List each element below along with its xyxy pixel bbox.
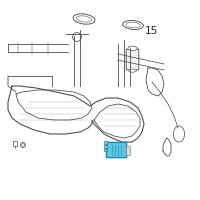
Bar: [126, 146, 130, 155]
Ellipse shape: [73, 14, 95, 24]
Circle shape: [22, 144, 24, 146]
Bar: [104, 145, 107, 148]
Bar: [104, 141, 107, 144]
Ellipse shape: [128, 46, 137, 51]
Ellipse shape: [126, 22, 140, 28]
Ellipse shape: [173, 126, 185, 142]
Bar: [104, 149, 107, 151]
Circle shape: [20, 142, 26, 148]
Ellipse shape: [123, 21, 143, 29]
Bar: [13, 141, 17, 146]
Ellipse shape: [76, 16, 92, 22]
Polygon shape: [163, 138, 171, 156]
Text: 15: 15: [144, 26, 158, 36]
Ellipse shape: [129, 69, 136, 72]
FancyBboxPatch shape: [106, 142, 127, 158]
Circle shape: [73, 33, 81, 41]
FancyBboxPatch shape: [126, 49, 139, 70]
